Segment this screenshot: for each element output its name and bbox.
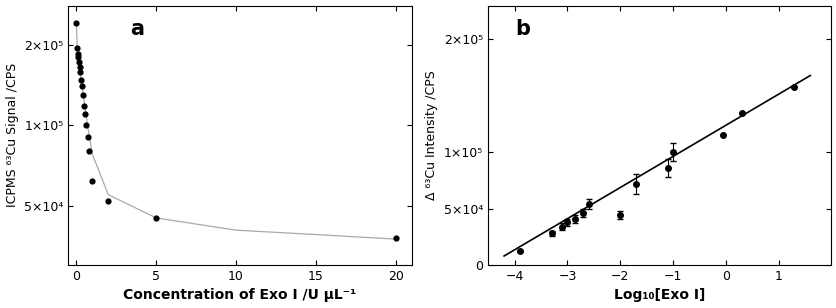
Point bbox=[79, 123, 93, 128]
X-axis label: Concentration of Exo I /U μL⁻¹: Concentration of Exo I /U μL⁻¹ bbox=[123, 289, 356, 302]
Point bbox=[85, 178, 99, 183]
Point bbox=[71, 51, 84, 56]
Point bbox=[70, 45, 84, 50]
Y-axis label: Δ ⁶³Cu Intensity /CPS: Δ ⁶³Cu Intensity /CPS bbox=[425, 71, 438, 200]
Point bbox=[82, 149, 95, 154]
Point bbox=[74, 70, 87, 75]
Y-axis label: ICPMS ⁶³Cu Signal /CPS: ICPMS ⁶³Cu Signal /CPS bbox=[6, 63, 18, 207]
Point bbox=[76, 92, 89, 97]
Text: a: a bbox=[130, 18, 144, 38]
Point bbox=[74, 77, 88, 82]
Point bbox=[72, 60, 85, 65]
Point bbox=[79, 111, 92, 116]
Point bbox=[101, 199, 115, 204]
Text: b: b bbox=[515, 18, 530, 38]
Point bbox=[81, 135, 94, 140]
Point bbox=[71, 55, 84, 59]
Point bbox=[150, 216, 163, 221]
Point bbox=[73, 65, 86, 70]
Point bbox=[69, 21, 83, 26]
X-axis label: Log₁₀[Exo I]: Log₁₀[Exo I] bbox=[614, 289, 705, 302]
Point bbox=[78, 103, 91, 108]
Point bbox=[75, 83, 89, 88]
Point bbox=[389, 235, 402, 240]
